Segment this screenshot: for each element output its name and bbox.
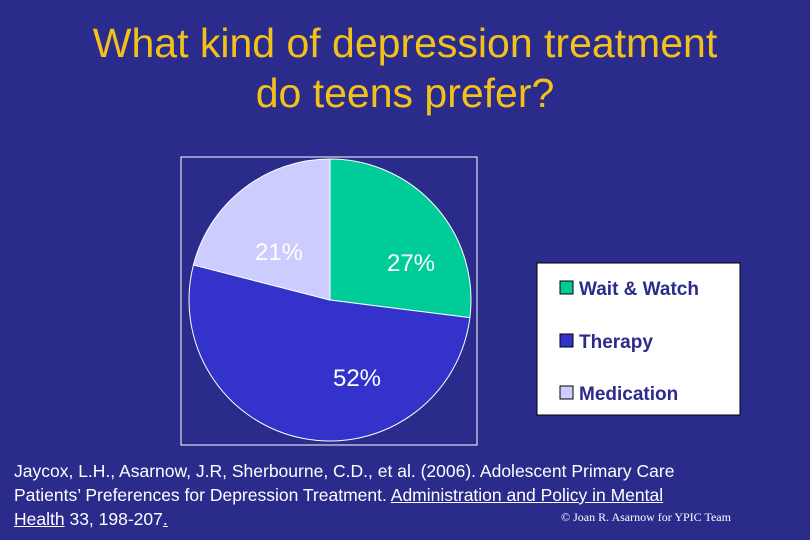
citation-article-title: Patients’ Preferences for Depression Tre… <box>14 485 391 505</box>
copyright-notice: © Joan R. Asarnow for YPIC Team <box>561 510 731 524</box>
pie-slice-medication <box>192 158 331 301</box>
citation-journal-part-1: Administration and Policy in Mental <box>390 485 664 505</box>
title-line-2: do teens prefer? <box>255 70 555 116</box>
pie-slice-therapy <box>188 264 471 442</box>
plot-area-border <box>180 156 478 446</box>
slice-label-wait-watch: 27% <box>387 250 435 277</box>
citation: Jaycox, L.H., Asarnow, J.R, Sherbourne, … <box>14 459 804 531</box>
legend-swatch-medication <box>559 385 574 400</box>
legend-label-therapy: Therapy <box>579 332 653 353</box>
legend-item-medication: Medication <box>559 384 678 405</box>
pie-slice-wait-watch <box>329 158 472 319</box>
citation-line-1: Jaycox, L.H., Asarnow, J.R, Sherbourne, … <box>14 461 675 481</box>
legend-label-wait-watch: Wait & Watch <box>579 279 699 300</box>
legend-item-therapy: Therapy <box>559 332 653 353</box>
slice-label-medication: 21% <box>255 239 303 266</box>
slice-label-therapy: 52% <box>333 365 381 392</box>
legend: Wait & Watch Therapy Medication <box>559 279 699 405</box>
title-line-1: What kind of depression treatment <box>92 20 718 66</box>
page-title: What kind of depression treatment do tee… <box>0 18 810 118</box>
citation-volume-pages: 33, 198-207 <box>64 509 163 529</box>
legend-label-medication: Medication <box>579 384 678 405</box>
citation-journal-part-2: Health <box>14 509 65 529</box>
citation-end-period: . <box>162 509 168 529</box>
legend-swatch-wait-watch <box>559 280 574 295</box>
legend-swatch-therapy <box>559 333 574 348</box>
citation-line-2: Patients’ Preferences for Depression Tre… <box>14 483 804 507</box>
citation-line-3: Health 33, 198-207. <box>14 507 804 531</box>
legend-item-wait-watch: Wait & Watch <box>559 279 699 300</box>
